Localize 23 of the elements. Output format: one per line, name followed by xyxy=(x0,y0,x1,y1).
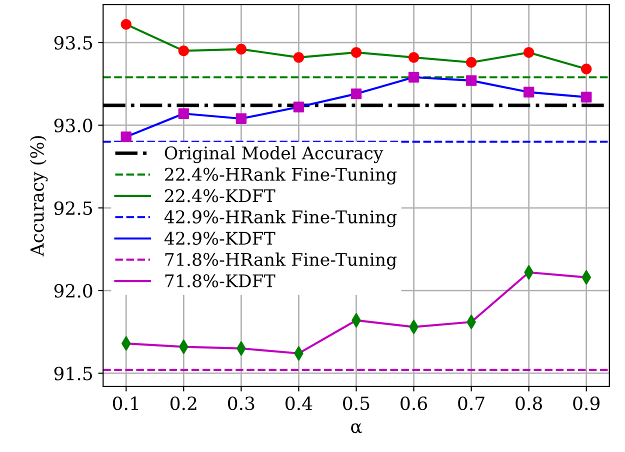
x-tick-label: 0.8 xyxy=(516,396,542,410)
x-tick-label: 0.1 xyxy=(112,396,138,410)
x-tick-label: 0.6 xyxy=(400,396,427,410)
legend-label: 71.8%-HRank Fine-Tuning xyxy=(165,252,397,270)
y-axis-title: Accuracy (%) xyxy=(30,136,48,256)
legend-label: 42.9%-KDFT xyxy=(164,232,276,245)
legend-label: 71.8%-KDFT xyxy=(165,274,276,288)
x-tick-label: 0.5 xyxy=(343,396,370,410)
y-tick-label: 92.5 xyxy=(54,201,92,216)
x-tick-label: 0.3 xyxy=(228,396,254,410)
x-tick-label: 0.9 xyxy=(573,396,600,410)
y-tick-label: 93.0 xyxy=(54,118,92,132)
x-axis-title: α xyxy=(351,423,362,434)
x-tick-label: 0.2 xyxy=(170,396,196,410)
legend-label: 22.4%-HRank Fine-Tuning xyxy=(165,167,397,185)
y-tick-label: 93.5 xyxy=(54,36,92,50)
legend-label: 42.9%-HRank Fine-Tuning xyxy=(164,210,397,228)
legend-label: 22.4%-KDFT xyxy=(165,189,276,202)
y-tick-label: 91.5 xyxy=(54,366,92,380)
y-tick-label: 92.0 xyxy=(54,284,92,298)
legend-label: Original Model Accuracy xyxy=(164,146,384,164)
x-tick-label: 0.7 xyxy=(458,396,484,410)
x-tick-label: 0.4 xyxy=(286,396,312,410)
